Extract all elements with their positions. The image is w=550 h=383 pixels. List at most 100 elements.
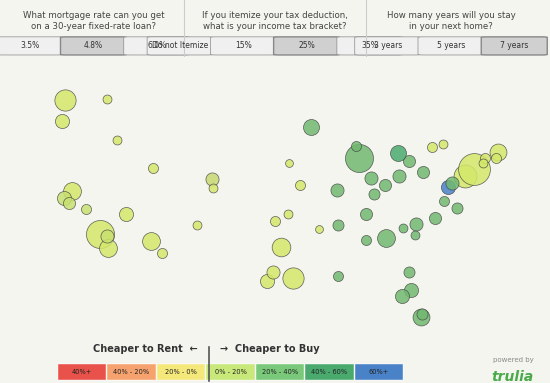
Point	[453, 205, 461, 211]
Point	[147, 238, 156, 244]
Point	[412, 221, 421, 227]
Text: 60%+: 60%+	[369, 369, 389, 375]
Point	[439, 141, 448, 147]
Point	[284, 160, 293, 166]
Bar	[355, 364, 403, 380]
Text: If you itemize your tax deduction,
what is your income tax bracket?: If you itemize your tax deduction, what …	[202, 11, 348, 31]
Text: 3.5%: 3.5%	[21, 41, 40, 51]
Point	[428, 144, 437, 150]
FancyBboxPatch shape	[124, 37, 190, 55]
Bar	[256, 364, 304, 380]
Text: How many years will you stay
in your next home?: How many years will you stay in your nex…	[387, 11, 515, 31]
FancyBboxPatch shape	[60, 37, 126, 55]
Point	[354, 155, 363, 161]
Point	[460, 173, 469, 179]
FancyBboxPatch shape	[337, 37, 403, 55]
Point	[431, 214, 439, 221]
Point	[333, 273, 342, 279]
Point	[60, 195, 69, 201]
FancyBboxPatch shape	[355, 37, 421, 55]
Point	[410, 232, 419, 239]
Point	[68, 188, 76, 194]
Point	[102, 233, 111, 239]
Text: 3 years: 3 years	[373, 41, 402, 51]
Point	[332, 187, 341, 193]
Text: 35%: 35%	[361, 41, 378, 51]
Point	[381, 182, 389, 188]
FancyBboxPatch shape	[0, 37, 63, 55]
Bar	[58, 364, 106, 380]
Point	[361, 211, 370, 217]
Point	[361, 237, 370, 244]
Text: Cheaper to Rent  ←: Cheaper to Rent ←	[94, 344, 198, 354]
Point	[404, 158, 413, 164]
Point	[157, 250, 166, 256]
Point	[64, 200, 73, 206]
Text: →  Cheaper to Buy: → Cheaper to Buy	[220, 344, 320, 354]
Point	[407, 287, 416, 293]
Point	[315, 226, 323, 232]
Point	[277, 244, 285, 250]
Point	[208, 176, 217, 182]
Point	[404, 269, 413, 275]
Text: 15%: 15%	[235, 41, 252, 51]
Text: 25%: 25%	[298, 41, 315, 51]
Text: powered by: powered by	[493, 357, 534, 363]
Text: 6.0%: 6.0%	[147, 41, 167, 51]
Point	[148, 165, 157, 171]
Point	[382, 236, 390, 242]
Text: 0% - 20%: 0% - 20%	[214, 369, 246, 375]
Point	[352, 143, 361, 149]
Text: Do not Itemize: Do not Itemize	[152, 41, 208, 51]
Bar	[157, 364, 205, 380]
Point	[444, 184, 453, 190]
Point	[394, 173, 403, 179]
Point	[370, 191, 378, 197]
Text: 7 years: 7 years	[500, 41, 529, 51]
Point	[440, 198, 449, 204]
Point	[122, 211, 130, 217]
Point	[306, 124, 315, 130]
Point	[417, 314, 426, 320]
Point	[398, 224, 407, 231]
Point	[209, 185, 218, 191]
Point	[269, 269, 278, 275]
Point	[271, 218, 279, 224]
Text: 40% - 60%: 40% - 60%	[311, 369, 348, 375]
Point	[448, 180, 456, 186]
Point	[481, 155, 490, 161]
Point	[102, 97, 111, 103]
Point	[288, 275, 297, 281]
Point	[112, 137, 121, 143]
Point	[192, 221, 201, 228]
Point	[470, 166, 478, 172]
Text: 20% - 40%: 20% - 40%	[262, 369, 298, 375]
Point	[57, 118, 66, 124]
Text: 40%+: 40%+	[72, 369, 92, 375]
Point	[60, 97, 69, 103]
FancyBboxPatch shape	[210, 37, 277, 55]
Point	[283, 211, 292, 217]
FancyBboxPatch shape	[418, 37, 484, 55]
FancyBboxPatch shape	[481, 37, 547, 55]
Point	[96, 231, 104, 237]
Point	[295, 182, 304, 188]
Text: 4.8%: 4.8%	[84, 41, 103, 51]
Point	[393, 150, 402, 156]
Bar	[107, 364, 156, 380]
Point	[418, 311, 427, 317]
Point	[104, 245, 113, 251]
Text: 20% - 0%: 20% - 0%	[165, 369, 197, 375]
Point	[419, 169, 427, 175]
Bar	[206, 364, 255, 380]
Text: trulia: trulia	[491, 370, 534, 383]
Text: 40% - 20%: 40% - 20%	[113, 369, 150, 375]
Bar	[305, 364, 354, 380]
Text: 5 years: 5 years	[437, 41, 465, 51]
Point	[398, 293, 406, 299]
FancyBboxPatch shape	[273, 37, 339, 55]
Point	[492, 155, 500, 161]
Point	[494, 149, 503, 155]
Point	[334, 221, 343, 228]
Point	[82, 206, 91, 212]
